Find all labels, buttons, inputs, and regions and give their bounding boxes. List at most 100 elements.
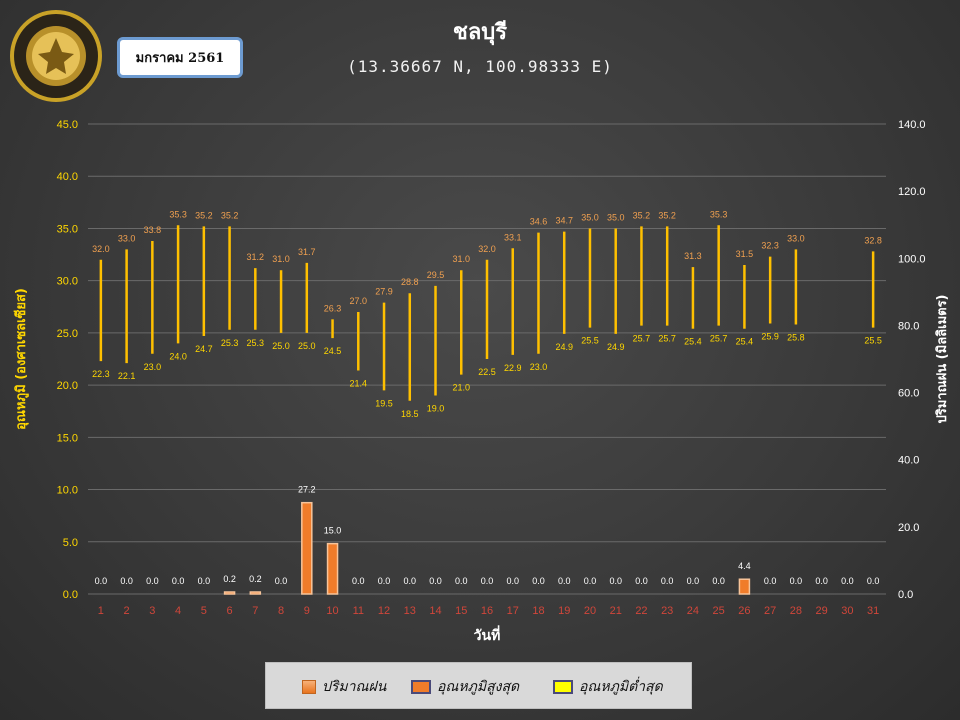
- rain-bar: [301, 501, 313, 595]
- x-tick-label: 16: [481, 605, 493, 617]
- tmin-value-label: 19.0: [427, 404, 445, 414]
- tmax-value-label: 34.7: [555, 216, 573, 226]
- rain-value-label: 0.0: [404, 576, 417, 586]
- x-tick-label: 25: [713, 605, 725, 617]
- x-tick-label: 17: [507, 605, 519, 617]
- rain-value-label: 0.0: [120, 576, 133, 586]
- rain-value-label: 0.0: [95, 576, 108, 586]
- rain-value-label: 0.0: [764, 576, 777, 586]
- tmin-value-label: 24.5: [324, 346, 342, 356]
- tmax-value-label: 31.2: [247, 252, 265, 262]
- rain-value-label: 0.0: [841, 576, 854, 586]
- month-label: มกราคม 2561: [117, 37, 243, 78]
- y-right-tick-label: 40.0: [898, 455, 919, 467]
- y-left-tick-label: 25.0: [57, 328, 78, 340]
- x-axis-title: วันที่: [474, 625, 501, 644]
- rain-value-label: 0.0: [275, 576, 288, 586]
- legend-rain: ปริมาณฝน: [302, 676, 386, 698]
- tmin-value-label: 25.3: [221, 338, 239, 348]
- rain-value-label: 0.0: [687, 576, 700, 586]
- x-tick-label: 28: [790, 605, 802, 617]
- x-tick-label: 24: [687, 605, 699, 617]
- tmax-value-label: 32.0: [478, 244, 496, 254]
- tmax-value-label: 35.2: [633, 210, 651, 220]
- rain-value-label: 0.2: [223, 574, 236, 584]
- legend-tmax-label: อุณหภูมิสูงสุด: [437, 679, 520, 695]
- tmax-value-label: 32.0: [92, 244, 110, 254]
- y-left-tick-label: 5.0: [63, 537, 78, 549]
- rain-value-label: 0.0: [867, 576, 880, 586]
- tmax-value-label: 27.9: [375, 287, 393, 297]
- x-tick-label: 20: [584, 605, 596, 617]
- data-labels: 0.0 32.0 22.3 0.0 33.0 22.1 0.0 33.8 23.0 0.0 35.3…: [92, 209, 882, 586]
- tmin-value-label: 22.3: [92, 369, 110, 379]
- rain-value-label: 0.0: [584, 576, 597, 586]
- tmax-value-label: 31.3: [684, 251, 702, 261]
- rain-value-label: 0.0: [198, 576, 211, 586]
- x-tick-label: 15: [455, 605, 467, 617]
- legend-rain-swatch: [302, 680, 316, 694]
- x-tick-label: 2: [124, 605, 130, 617]
- x-tick-label: 21: [610, 605, 622, 617]
- tmax-value-label: 35.2: [195, 210, 213, 220]
- y-left-tick-label: 10.0: [57, 485, 78, 497]
- x-tick-label: 26: [738, 605, 750, 617]
- x-tick-label: 10: [326, 605, 338, 617]
- tmin-value-label: 22.5: [478, 367, 496, 377]
- rain-value-label: 15.0: [324, 526, 342, 536]
- tmin-value-label: 25.3: [247, 338, 265, 348]
- rain-bar: [326, 542, 339, 595]
- rain-value-label: 0.2: [249, 574, 262, 584]
- x-tick-label: 27: [764, 605, 776, 617]
- rain-value-label: 0.0: [146, 576, 159, 586]
- tmin-value-label: 25.0: [272, 341, 290, 351]
- tmax-value-label: 32.3: [761, 241, 779, 251]
- x-tick-label: 6: [227, 605, 233, 617]
- tmax-value-label: 35.3: [169, 209, 187, 219]
- x-tick-label: 1: [98, 605, 104, 617]
- legend-tmin: อุณหภูมิต่ำสุด: [553, 676, 663, 698]
- tmin-value-label: 25.5: [581, 336, 599, 346]
- rain-bar: [738, 578, 751, 595]
- legend: ปริมาณฝน อุณหภูมิสูงสุด อุณหภูมิต่ำสุด: [265, 662, 692, 709]
- tmin-value-label: 24.9: [607, 342, 625, 352]
- tmin-value-label: 23.0: [530, 362, 548, 372]
- meteorological-department-logo: [10, 10, 102, 102]
- tmin-value-label: 21.4: [350, 378, 368, 388]
- tmin-value-label: 25.7: [633, 334, 651, 344]
- tmin-value-label: 25.5: [864, 336, 882, 346]
- tmin-value-label: 22.1: [118, 371, 136, 381]
- tmax-value-label: 35.2: [221, 210, 239, 220]
- y-right-tick-label: 100.0: [898, 253, 926, 265]
- rain-value-label: 0.0: [378, 576, 391, 586]
- x-tick-label: 4: [175, 605, 181, 617]
- tmax-value-label: 29.5: [427, 270, 445, 280]
- rain-value-label: 27.2: [298, 485, 316, 495]
- chart-subtitle: (13.36667 N, 100.98333 E): [347, 57, 613, 76]
- y-left-tick-label: 40.0: [57, 171, 78, 183]
- x-tick-label: 3: [149, 605, 155, 617]
- y-right-tick-label: 140.0: [898, 119, 926, 131]
- y-right-tick-label: 60.0: [898, 388, 919, 400]
- y-right-tick-label: 80.0: [898, 320, 919, 332]
- tmin-value-label: 25.7: [658, 334, 676, 344]
- rain-value-label: 0.0: [506, 576, 519, 586]
- rain-value-label: 0.0: [815, 576, 828, 586]
- axes: 0.05.010.015.020.025.030.035.040.045.00.…: [13, 119, 950, 644]
- rain-value-label: 0.0: [455, 576, 468, 586]
- tmin-value-label: 19.5: [375, 398, 393, 408]
- x-tick-label: 7: [252, 605, 258, 617]
- tmin-value-label: 25.7: [710, 334, 728, 344]
- tmin-value-label: 25.4: [736, 337, 754, 347]
- x-tick-label: 18: [532, 605, 544, 617]
- legend-tmax: อุณหภูมิสูงสุด: [411, 676, 519, 698]
- tmax-value-label: 27.0: [350, 296, 368, 306]
- x-tick-label: 13: [404, 605, 416, 617]
- rain-value-label: 0.0: [429, 576, 442, 586]
- x-tick-label: 22: [635, 605, 647, 617]
- tmax-value-label: 32.8: [864, 235, 882, 245]
- rain-value-label: 0.0: [635, 576, 648, 586]
- rain-value-label: 4.4: [738, 561, 751, 571]
- tmax-value-label: 34.6: [530, 217, 548, 227]
- rain-value-label: 0.0: [558, 576, 571, 586]
